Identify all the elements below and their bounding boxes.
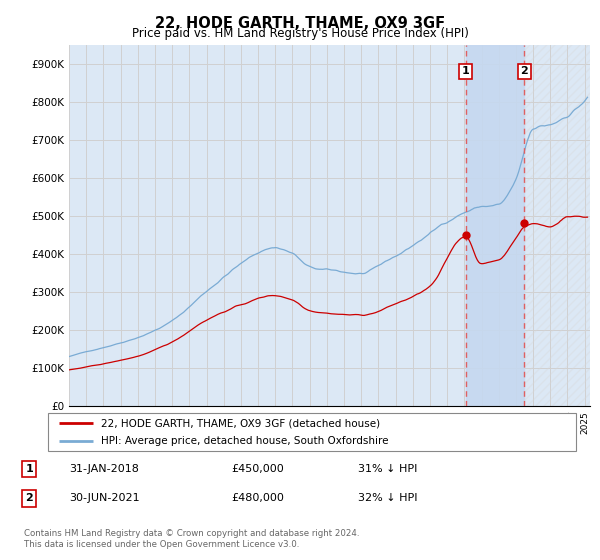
Text: £480,000: £480,000 — [231, 493, 284, 503]
Text: 2: 2 — [521, 67, 529, 76]
Text: 22, HODE GARTH, THAME, OX9 3GF: 22, HODE GARTH, THAME, OX9 3GF — [155, 16, 445, 31]
Text: 1: 1 — [462, 67, 470, 76]
Text: 22, HODE GARTH, THAME, OX9 3GF (detached house): 22, HODE GARTH, THAME, OX9 3GF (detached… — [101, 418, 380, 428]
FancyBboxPatch shape — [48, 413, 576, 451]
Bar — [466, 45, 524, 406]
Text: £450,000: £450,000 — [231, 464, 284, 474]
Text: 31% ↓ HPI: 31% ↓ HPI — [358, 464, 417, 474]
Bar — [524, 45, 598, 406]
Text: 31-JAN-2018: 31-JAN-2018 — [70, 464, 139, 474]
Text: 30-JUN-2021: 30-JUN-2021 — [70, 493, 140, 503]
Text: HPI: Average price, detached house, South Oxfordshire: HPI: Average price, detached house, Sout… — [101, 436, 388, 446]
Text: Price paid vs. HM Land Registry's House Price Index (HPI): Price paid vs. HM Land Registry's House … — [131, 27, 469, 40]
Text: 32% ↓ HPI: 32% ↓ HPI — [358, 493, 417, 503]
Text: Contains HM Land Registry data © Crown copyright and database right 2024.
This d: Contains HM Land Registry data © Crown c… — [24, 529, 359, 549]
Text: 2: 2 — [25, 493, 33, 503]
Text: 1: 1 — [25, 464, 33, 474]
